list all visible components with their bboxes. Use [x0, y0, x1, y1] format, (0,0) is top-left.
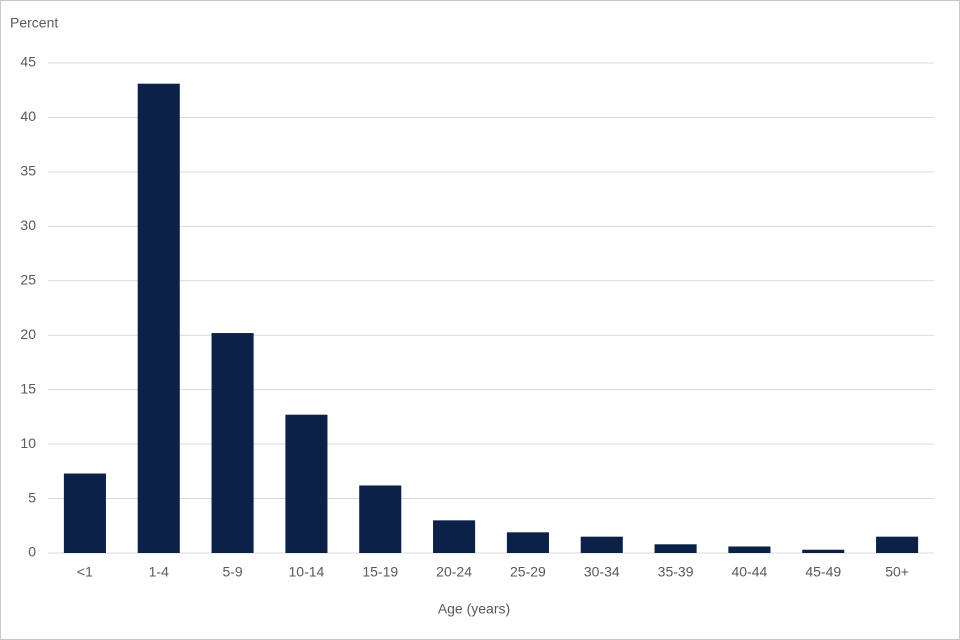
bar	[63, 473, 106, 553]
x-tick-label: 10-14	[289, 564, 325, 580]
x-tick-label: <1	[77, 564, 93, 580]
y-tick-label: 40	[20, 108, 36, 124]
y-tick-label: 10	[20, 435, 36, 451]
bar	[211, 333, 254, 553]
y-tick-label: 35	[20, 163, 36, 179]
x-tick-label: 30-34	[584, 564, 620, 580]
x-tick-label: 50+	[885, 564, 909, 580]
bar	[285, 414, 328, 553]
y-tick-label: 30	[20, 217, 36, 233]
y-tick-label: 5	[28, 489, 36, 505]
y-tick-label: 20	[20, 326, 36, 342]
bar	[359, 485, 402, 553]
y-axis-label: Percent	[10, 15, 58, 31]
y-tick-label: 0	[28, 544, 36, 560]
x-tick-label: 20-24	[436, 564, 472, 580]
x-tick-label: 45-49	[805, 564, 841, 580]
bar	[506, 532, 549, 553]
bar	[876, 536, 919, 553]
bar	[802, 549, 845, 553]
y-tick-label: 25	[20, 271, 36, 287]
x-tick-label: 25-29	[510, 564, 546, 580]
bar	[728, 546, 771, 553]
bar	[580, 536, 623, 553]
x-tick-label: 5-9	[222, 564, 242, 580]
y-tick-label: 45	[20, 54, 36, 70]
bar	[654, 544, 697, 553]
x-tick-label: 1-4	[149, 564, 169, 580]
x-tick-label: 15-19	[362, 564, 398, 580]
y-tick-label: 15	[20, 380, 36, 396]
bar	[433, 520, 476, 553]
x-tick-label: 40-44	[732, 564, 768, 580]
bar	[137, 83, 180, 553]
x-tick-label: 35-39	[658, 564, 694, 580]
x-axis-label: Age (years)	[438, 601, 510, 617]
